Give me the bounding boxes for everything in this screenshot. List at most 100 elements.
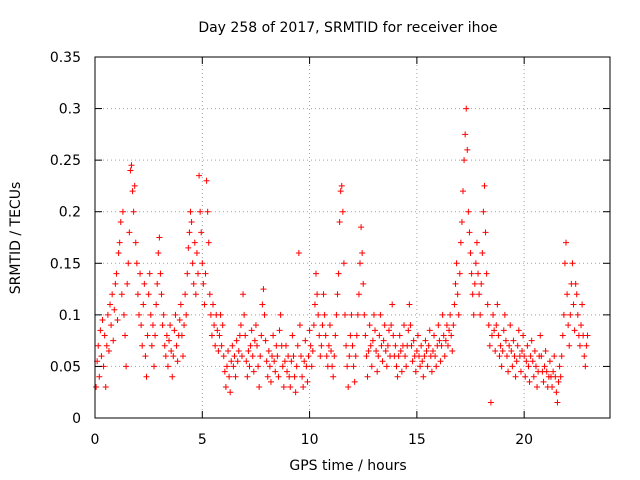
data-point-marker <box>96 373 103 380</box>
data-point-marker <box>201 301 208 308</box>
data-point-marker <box>110 337 117 344</box>
data-point-marker <box>120 311 127 318</box>
data-point-marker <box>460 188 467 195</box>
data-point-marker <box>557 373 564 380</box>
data-point-marker <box>450 322 457 329</box>
data-point-marker <box>222 384 229 391</box>
data-point-marker <box>540 378 547 385</box>
data-point-marker <box>199 260 206 267</box>
data-point-marker <box>572 280 579 287</box>
data-point-marker <box>303 363 310 370</box>
data-point-marker <box>384 342 391 349</box>
data-point-marker <box>441 353 448 360</box>
data-point-marker <box>392 342 399 349</box>
data-point-marker <box>129 188 136 195</box>
data-point-marker <box>113 270 120 277</box>
data-point-marker <box>467 249 474 256</box>
data-point-marker <box>350 363 357 370</box>
data-point-marker <box>240 291 247 298</box>
data-point-marker <box>435 322 442 329</box>
data-point-marker <box>315 311 322 318</box>
data-point-marker <box>552 373 559 380</box>
data-point-marker <box>368 363 375 370</box>
data-point-marker <box>550 368 557 375</box>
data-point-marker <box>197 208 204 215</box>
data-point-marker <box>102 384 109 391</box>
data-point-marker <box>128 162 135 169</box>
data-point-marker <box>233 337 240 344</box>
data-point-marker <box>446 327 453 334</box>
data-point-marker <box>379 358 386 365</box>
data-point-marker <box>349 342 356 349</box>
data-point-marker <box>414 332 421 339</box>
data-point-marker <box>402 353 409 360</box>
data-point-marker <box>235 347 242 354</box>
data-point-marker <box>507 322 514 329</box>
data-point-marker <box>389 301 396 308</box>
data-point-marker <box>495 332 502 339</box>
data-point-marker <box>438 342 445 349</box>
data-point-marker <box>276 327 283 334</box>
data-point-marker <box>454 291 461 298</box>
data-point-marker <box>480 208 487 215</box>
data-point-marker <box>464 146 471 153</box>
y-tick-label: 0.25 <box>50 153 81 169</box>
data-point-marker <box>176 317 183 324</box>
data-point-marker <box>497 342 504 349</box>
data-point-marker <box>410 337 417 344</box>
data-point-marker <box>262 337 269 344</box>
data-point-marker <box>487 399 494 406</box>
x-tick-label: 10 <box>301 432 319 448</box>
data-point-marker <box>409 358 416 365</box>
data-point-marker <box>380 337 387 344</box>
y-tick-label: 0.05 <box>50 359 81 375</box>
data-point-marker <box>270 332 277 339</box>
data-point-marker <box>486 342 493 349</box>
data-point-marker <box>426 327 433 334</box>
data-point-marker <box>559 332 566 339</box>
data-point-marker <box>118 291 125 298</box>
data-point-marker <box>511 353 518 360</box>
data-point-marker <box>517 368 524 375</box>
data-point-marker <box>236 332 243 339</box>
data-point-marker <box>250 368 257 375</box>
data-point-marker <box>328 347 335 354</box>
data-point-marker <box>528 337 535 344</box>
data-point-marker <box>258 332 265 339</box>
data-point-marker <box>343 342 350 349</box>
data-point-marker <box>155 249 162 256</box>
data-point-marker <box>556 363 563 370</box>
data-point-marker <box>143 373 150 380</box>
data-point-marker <box>448 332 455 339</box>
data-point-marker <box>267 378 274 385</box>
data-point-marker <box>432 353 439 360</box>
data-point-marker <box>423 347 430 354</box>
x-tick-label: 0 <box>91 432 100 448</box>
data-point-marker <box>220 353 227 360</box>
data-point-marker <box>182 291 189 298</box>
data-point-marker <box>154 280 161 287</box>
data-point-marker <box>274 353 281 360</box>
data-point-marker <box>344 363 351 370</box>
data-point-marker <box>115 249 122 256</box>
data-point-marker <box>251 337 258 344</box>
data-point-marker <box>574 311 581 318</box>
data-point-marker <box>485 322 492 329</box>
data-point-marker <box>326 322 333 329</box>
data-point-marker <box>141 280 148 287</box>
data-point-marker <box>419 358 426 365</box>
data-point-marker <box>555 378 562 385</box>
data-point-marker <box>418 342 425 349</box>
data-point-marker <box>114 317 121 324</box>
data-point-marker <box>570 301 577 308</box>
data-point-marker <box>456 270 463 277</box>
data-point-marker <box>204 208 211 215</box>
data-point-marker <box>363 353 370 360</box>
data-point-marker <box>307 342 314 349</box>
data-point-marker <box>509 363 516 370</box>
data-point-marker <box>473 239 480 246</box>
data-point-marker <box>151 363 158 370</box>
data-point-marker <box>527 353 534 360</box>
data-point-marker <box>173 342 180 349</box>
data-point-marker <box>148 342 155 349</box>
